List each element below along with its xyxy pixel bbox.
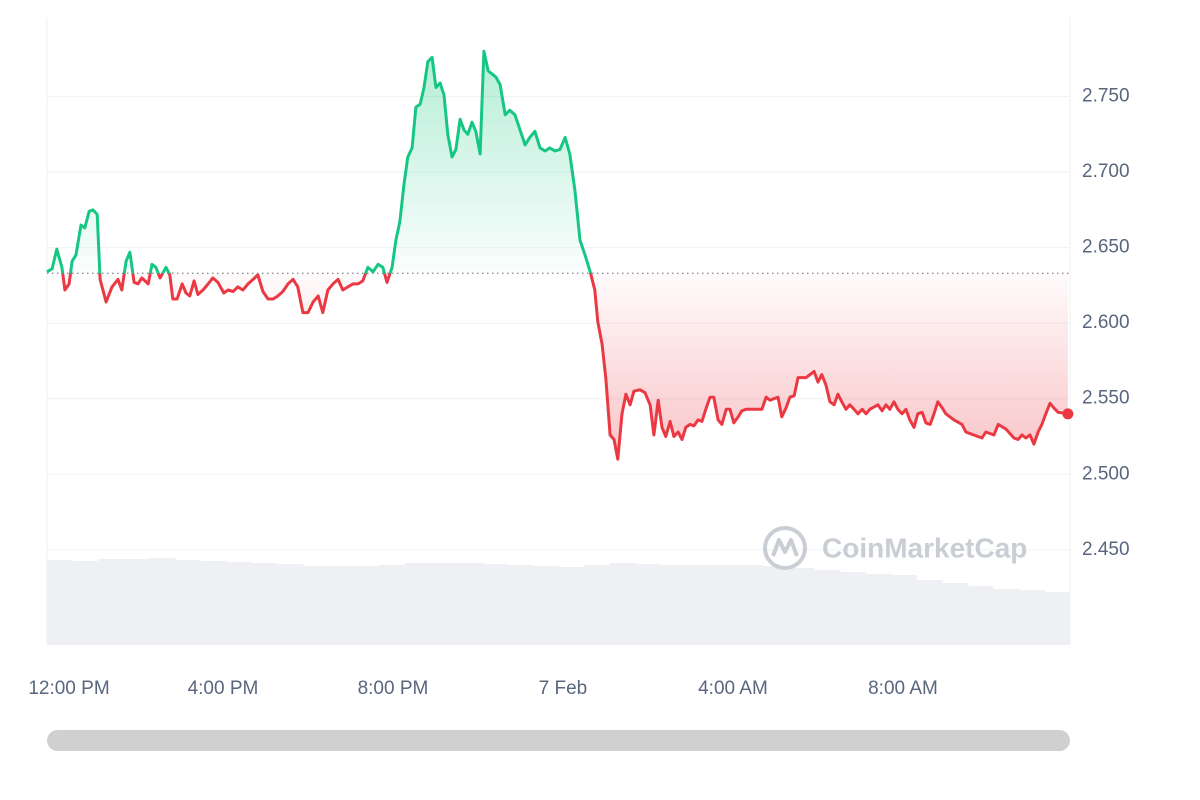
volume-bar <box>405 563 432 645</box>
volume-bar <box>72 561 99 645</box>
volume-bar <box>890 575 918 645</box>
volume-bar <box>660 565 687 645</box>
watermark-logo-mark <box>771 538 799 557</box>
watermark-text: CoinMarketCap <box>822 532 1027 563</box>
volume-layer <box>47 558 1071 645</box>
volume-bar <box>865 574 892 645</box>
volume-bar <box>967 586 994 645</box>
volume-bar <box>584 565 611 645</box>
volume-bar <box>174 560 201 645</box>
volume-bar <box>200 561 227 645</box>
x-tick-label: 4:00 PM <box>188 678 259 699</box>
volume-bar <box>1044 592 1071 645</box>
volume-bar <box>763 566 790 645</box>
watermark: CoinMarketCap <box>763 526 1027 570</box>
volume-bar <box>609 563 636 645</box>
scrollbar[interactable] <box>47 730 1070 751</box>
volume-bar <box>226 562 253 645</box>
volume-bar <box>788 568 815 645</box>
volume-bar <box>251 563 278 645</box>
volume-bar <box>481 564 508 645</box>
volume-bar <box>711 565 739 645</box>
volume-bar <box>635 564 662 645</box>
y-tick-label: 2.650 <box>1082 237 1130 258</box>
price-line <box>46 49 1069 461</box>
volume-bar <box>430 563 457 645</box>
volume-bar <box>532 566 559 645</box>
last-price-dot <box>1062 408 1074 420</box>
plot-layer <box>46 49 1074 461</box>
volume-bar <box>379 565 406 645</box>
y-tick-label: 2.500 <box>1082 463 1130 484</box>
volume-bar <box>328 566 355 645</box>
volume-bar <box>123 559 150 645</box>
volume-bar <box>149 558 176 645</box>
volume-bar <box>507 565 534 645</box>
volume-bar <box>839 572 866 645</box>
volume-bar <box>686 565 713 645</box>
volume-bar <box>737 565 764 645</box>
volume-bar <box>456 563 483 645</box>
volume-bar <box>98 559 125 645</box>
volume-bar <box>916 580 943 645</box>
y-tick-label: 2.750 <box>1082 86 1130 107</box>
x-tick-label: 8:00 PM <box>358 678 429 699</box>
volume-bar <box>277 564 304 645</box>
volume-bar <box>302 566 329 645</box>
x-tick-label: 12:00 PM <box>28 678 109 699</box>
price-area <box>47 51 1068 460</box>
volume-bar <box>1018 590 1045 645</box>
y-tick-label: 2.600 <box>1082 312 1130 333</box>
x-tick-label: 8:00 AM <box>868 678 938 699</box>
x-tick-label: 4:00 AM <box>698 678 768 699</box>
y-tick-label: 2.550 <box>1082 388 1130 409</box>
watermark-logo <box>763 526 807 570</box>
volume-bar <box>47 560 74 645</box>
volume-bar <box>353 566 380 645</box>
x-tick-label: 7 Feb <box>539 678 588 699</box>
y-tick-label: 2.450 <box>1082 539 1130 560</box>
volume-bar <box>814 570 841 645</box>
y-tick-label: 2.700 <box>1082 161 1130 182</box>
volume-bar <box>993 589 1020 645</box>
volume-bar <box>558 567 585 645</box>
volume-bar <box>942 583 969 645</box>
